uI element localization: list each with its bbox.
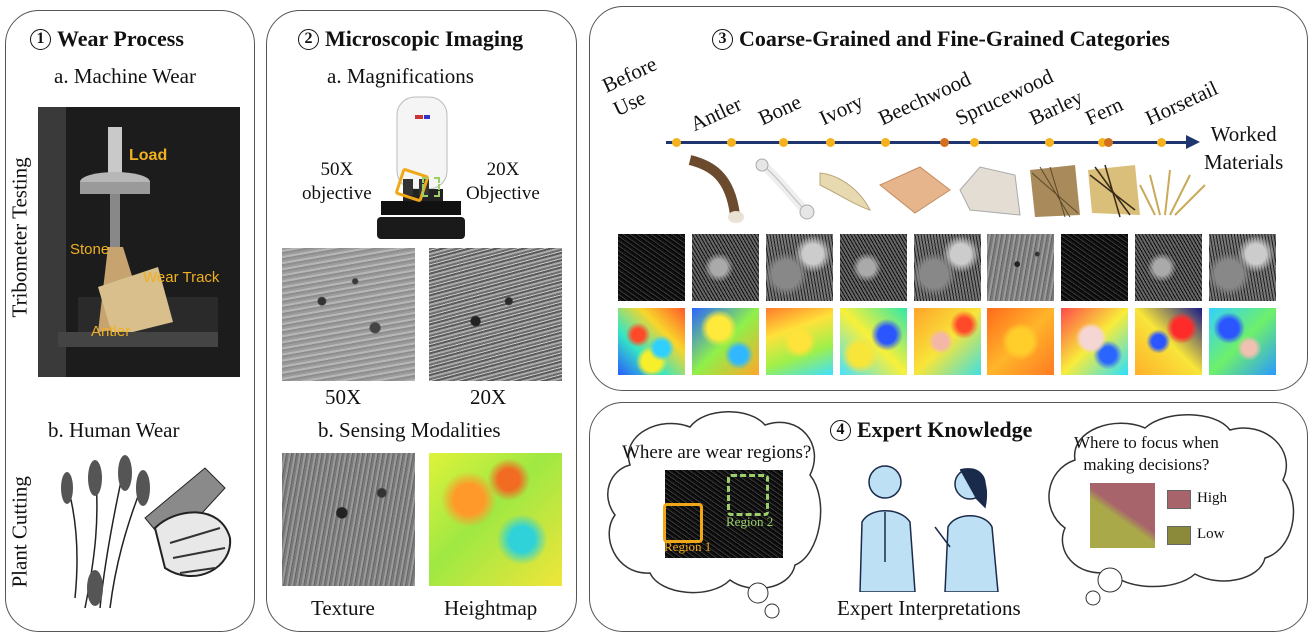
panel3-number: 3 (712, 28, 733, 50)
texture-antler (692, 234, 759, 301)
horsetail-icon (1139, 169, 1206, 216)
panel2-number: 2 (298, 28, 319, 50)
material-illustrations (688, 155, 1206, 223)
timeline-dot-fern (1098, 138, 1107, 147)
panel4-title-text: Expert Knowledge (857, 417, 1033, 442)
timeline-dot-bone (779, 138, 788, 147)
heightmap-sprucewood (987, 308, 1054, 375)
objective-20x-box (422, 177, 440, 197)
timeline-dot-ivory (826, 138, 835, 147)
timeline-arrow-head (1186, 135, 1200, 149)
legend-high-swatch (1167, 490, 1191, 509)
heightmap-barley (1061, 308, 1128, 375)
objective-20x-label: 20X Objective (466, 159, 540, 204)
load-label: Load (129, 147, 168, 164)
heightmap-ivory (840, 308, 907, 375)
panel2-title-text: Microscopic Imaging (325, 26, 524, 51)
texture-sprucewood (987, 234, 1054, 301)
expert-woman-icon (934, 468, 999, 592)
image-50x-label: 50X (325, 385, 362, 409)
texture-before-use (618, 234, 685, 301)
magnifications-label: a. Magnifications (327, 64, 474, 88)
tribometer-illustration (38, 107, 240, 377)
texture-beechwood (914, 234, 981, 301)
sensing-modalities-label: b. Sensing Modalities (318, 418, 501, 442)
human-wear-label: b. Human Wear (48, 418, 180, 442)
legend-high-label: High (1197, 490, 1227, 506)
region2-box (727, 474, 769, 516)
barley-icon (1030, 165, 1080, 218)
stone-label: Stone (70, 241, 110, 258)
heightmap-bone (766, 308, 833, 375)
right-question: Where to focus when making decisions? (1074, 433, 1219, 474)
focus-heatmap-image (1090, 483, 1155, 548)
texture-image (282, 453, 415, 586)
legend-low-label: Low (1197, 526, 1225, 542)
sprucewood-icon (959, 166, 1021, 216)
timeline-dot-beechwood (881, 138, 890, 147)
wear-track-label: Wear Track (143, 269, 220, 286)
timeline-dot-sprucewood (970, 138, 979, 147)
machine-wear-label: a. Machine Wear (54, 64, 196, 88)
beechwood-icon (879, 166, 951, 214)
texture-bone (766, 234, 833, 301)
image-20x (429, 248, 562, 381)
panel3-title: 3 Coarse-Grained and Fine-Grained Catego… (712, 26, 1170, 52)
image-50x (282, 248, 415, 381)
panel4-number: 4 (830, 419, 851, 441)
timeline-dot-before-use (672, 138, 681, 147)
plant-cutting-drawing (55, 448, 235, 613)
fern-icon (1088, 164, 1140, 218)
timeline-dot-antler (727, 138, 736, 147)
timeline-dot-fern-alt (1104, 138, 1113, 147)
tribometer-label: Tribometer Testing (7, 157, 32, 318)
antler-photo-label: Antler (91, 323, 131, 340)
texture-barley (1061, 234, 1128, 301)
antler-icon (688, 155, 744, 223)
panel4-title: 4 Expert Knowledge (830, 417, 1032, 443)
timeline-dot-horsetail (1157, 138, 1166, 147)
microscope-illustration (377, 96, 465, 239)
worked-materials-label: Worked Materials (1204, 122, 1284, 174)
left-question: Where are wear regions? (622, 442, 812, 463)
plant-cutting-label: Plant Cutting (7, 476, 32, 588)
timeline-dot-barley (1045, 138, 1054, 147)
heightmap-beechwood (914, 308, 981, 375)
region1-label: Region 1 (664, 539, 712, 554)
heightmap-before-use (618, 308, 685, 375)
texture-horsetail (1209, 234, 1276, 301)
expert-man-icon (859, 465, 916, 592)
timeline-arrow-line (666, 141, 1188, 144)
heightmap-label: Heightmap (444, 596, 538, 620)
expert-interpretations-caption: Expert Interpretations (837, 596, 1021, 620)
panel2-title: 2 Microscopic Imaging (298, 26, 523, 52)
texture-ivory (840, 234, 907, 301)
bone-icon (755, 158, 815, 220)
objective-50x-label: 50X objective (302, 159, 372, 204)
panel1-title-text: Wear Process (57, 26, 184, 51)
tribometer-photo: Load Stone Wear Track Antler (38, 107, 240, 377)
texture-fern (1135, 234, 1202, 301)
texture-label: Texture (311, 596, 375, 620)
image-20x-label: 20X (470, 385, 507, 409)
panel3-title-text: Coarse-Grained and Fine-Grained Categori… (739, 26, 1170, 51)
ivory-icon (819, 172, 871, 211)
timeline-dot-extra (940, 138, 949, 147)
panel1-number: 1 (30, 28, 51, 50)
heightmap-horsetail (1209, 308, 1276, 375)
region1-box (663, 503, 703, 543)
region2-label: Region 2 (726, 514, 774, 529)
plant-cutting-sketch (61, 455, 232, 609)
legend-low-swatch (1167, 526, 1191, 545)
experts-illustration (859, 465, 999, 592)
heightmap-image (429, 453, 562, 586)
heightmap-antler (692, 308, 759, 375)
panel1-title: 1 Wear Process (30, 26, 184, 52)
heightmap-fern (1135, 308, 1202, 375)
